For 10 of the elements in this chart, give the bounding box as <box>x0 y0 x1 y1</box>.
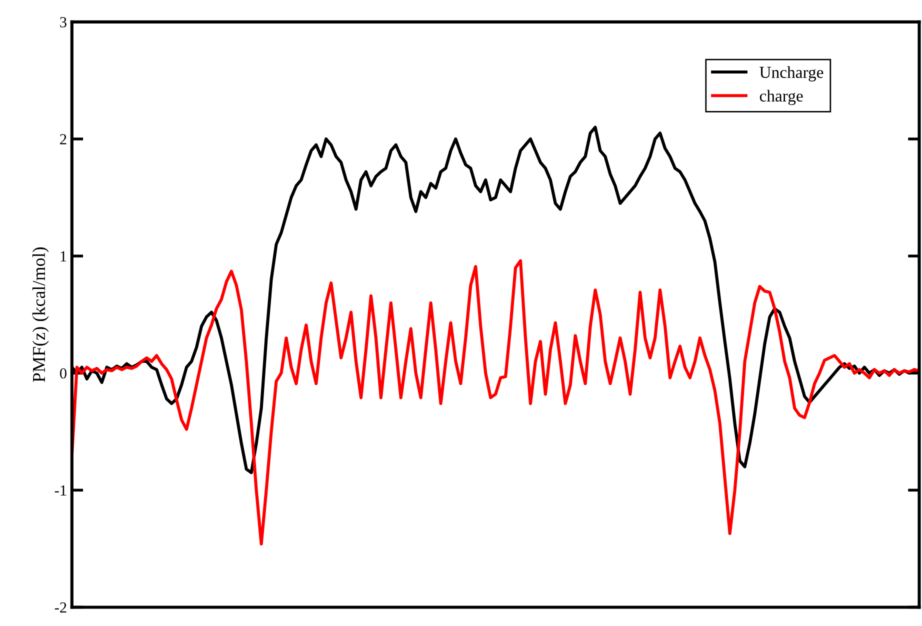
y-axis-title: PMF(z) (kcal/mol) <box>32 247 49 382</box>
legend-label: Uncharge <box>760 66 824 82</box>
y-tick-label: 2 <box>60 134 66 144</box>
y-tick-label: -2 <box>54 602 66 613</box>
y-tick-label: 3 <box>60 17 66 28</box>
line-series <box>72 259 920 546</box>
legend-label: charge <box>760 90 803 106</box>
y-tick-label: 0 <box>60 368 66 379</box>
y-tick-label: 1 <box>60 251 66 262</box>
y-tick-label: -1 <box>54 485 66 496</box>
